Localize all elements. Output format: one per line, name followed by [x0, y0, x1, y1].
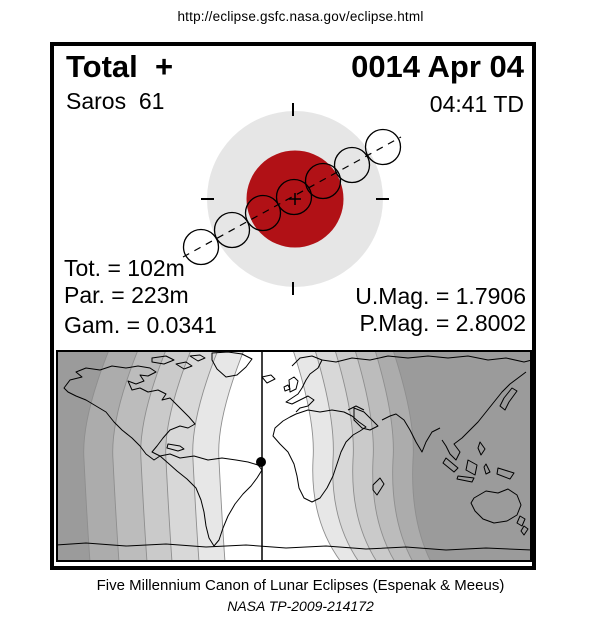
coastline [189, 354, 206, 362]
visibility-map [56, 350, 532, 562]
contact-curve [292, 350, 342, 562]
coastline [499, 387, 518, 411]
penumbra-circle [207, 111, 383, 287]
stat-gamma: Gam. = 0.0341 [64, 312, 217, 338]
moon-position-circle [364, 128, 402, 166]
coastline [520, 525, 529, 536]
contact-curve [112, 350, 139, 562]
coastline [381, 413, 441, 453]
source-url-text: http://eclipse.gsfc.nasa.gov/eclipse.htm… [177, 9, 424, 24]
coastline [166, 443, 185, 452]
coastline [441, 371, 527, 461]
saros-label: Saros 61 [66, 88, 165, 114]
contact-curve [374, 350, 414, 562]
sub-lunar-point-marker [256, 457, 266, 467]
coastline [347, 405, 379, 431]
contact-curve [83, 350, 110, 562]
visibility-band-west [56, 350, 109, 562]
contact-curve [165, 350, 192, 562]
contact-curve [334, 350, 378, 562]
contact-curve [140, 350, 167, 562]
coastline [465, 459, 478, 476]
coastline [272, 409, 367, 503]
stat-totality-duration: Tot. = 102m [64, 255, 185, 281]
eclipse-type-label: Total + [66, 49, 174, 84]
moon-position-circle [182, 228, 220, 266]
moon-position-circle [304, 162, 342, 200]
coastline [456, 475, 475, 483]
map-border [56, 350, 532, 562]
coastline [372, 477, 385, 496]
coastline [175, 361, 193, 370]
eclipse-card: Total + Saros 61 0014 Apr 04 04:41 TD To… [50, 42, 536, 570]
moon-position-circle [333, 146, 371, 184]
coastline [261, 374, 276, 384]
coastline [285, 355, 323, 413]
coastline [288, 376, 299, 393]
stat-partial-duration: Par. = 223m [64, 282, 189, 308]
coastline [159, 453, 263, 547]
contact-curve [392, 350, 432, 562]
contact-curve [218, 350, 245, 562]
canon-title-text: Five Millennium Canon of Lunar Eclipses … [96, 577, 505, 594]
eclipse-date-label: 0014 Apr 04 [351, 49, 524, 84]
visibility-band-east [393, 350, 532, 562]
coastline [211, 351, 253, 378]
moon-position-circle [244, 194, 282, 232]
coastline [483, 463, 491, 475]
coastline [56, 542, 532, 551]
contact-curve [192, 350, 219, 562]
moon-position-circle [275, 178, 313, 216]
coastline [470, 488, 522, 524]
moon-position-circle [213, 211, 251, 249]
contact-curve [354, 350, 396, 562]
coastline [63, 365, 196, 461]
umbra-circle [246, 150, 344, 248]
coastline [151, 355, 175, 365]
coastline [442, 457, 459, 473]
stat-penumbral-magnitude: P.Mag. = 2.8002 [359, 310, 526, 336]
stat-umbral-magnitude: U.Mag. = 1.7906 [355, 283, 526, 309]
coastline [496, 467, 515, 480]
eclipse-time-label: 04:41 TD [429, 91, 524, 117]
nasa-report-number: NASA TP-2009-214172 [227, 598, 374, 614]
coastline [477, 441, 486, 456]
coastline [516, 515, 526, 527]
coastline [283, 384, 291, 392]
moon-path-line [182, 136, 402, 258]
coastline [321, 355, 532, 363]
contact-curve [314, 350, 360, 562]
